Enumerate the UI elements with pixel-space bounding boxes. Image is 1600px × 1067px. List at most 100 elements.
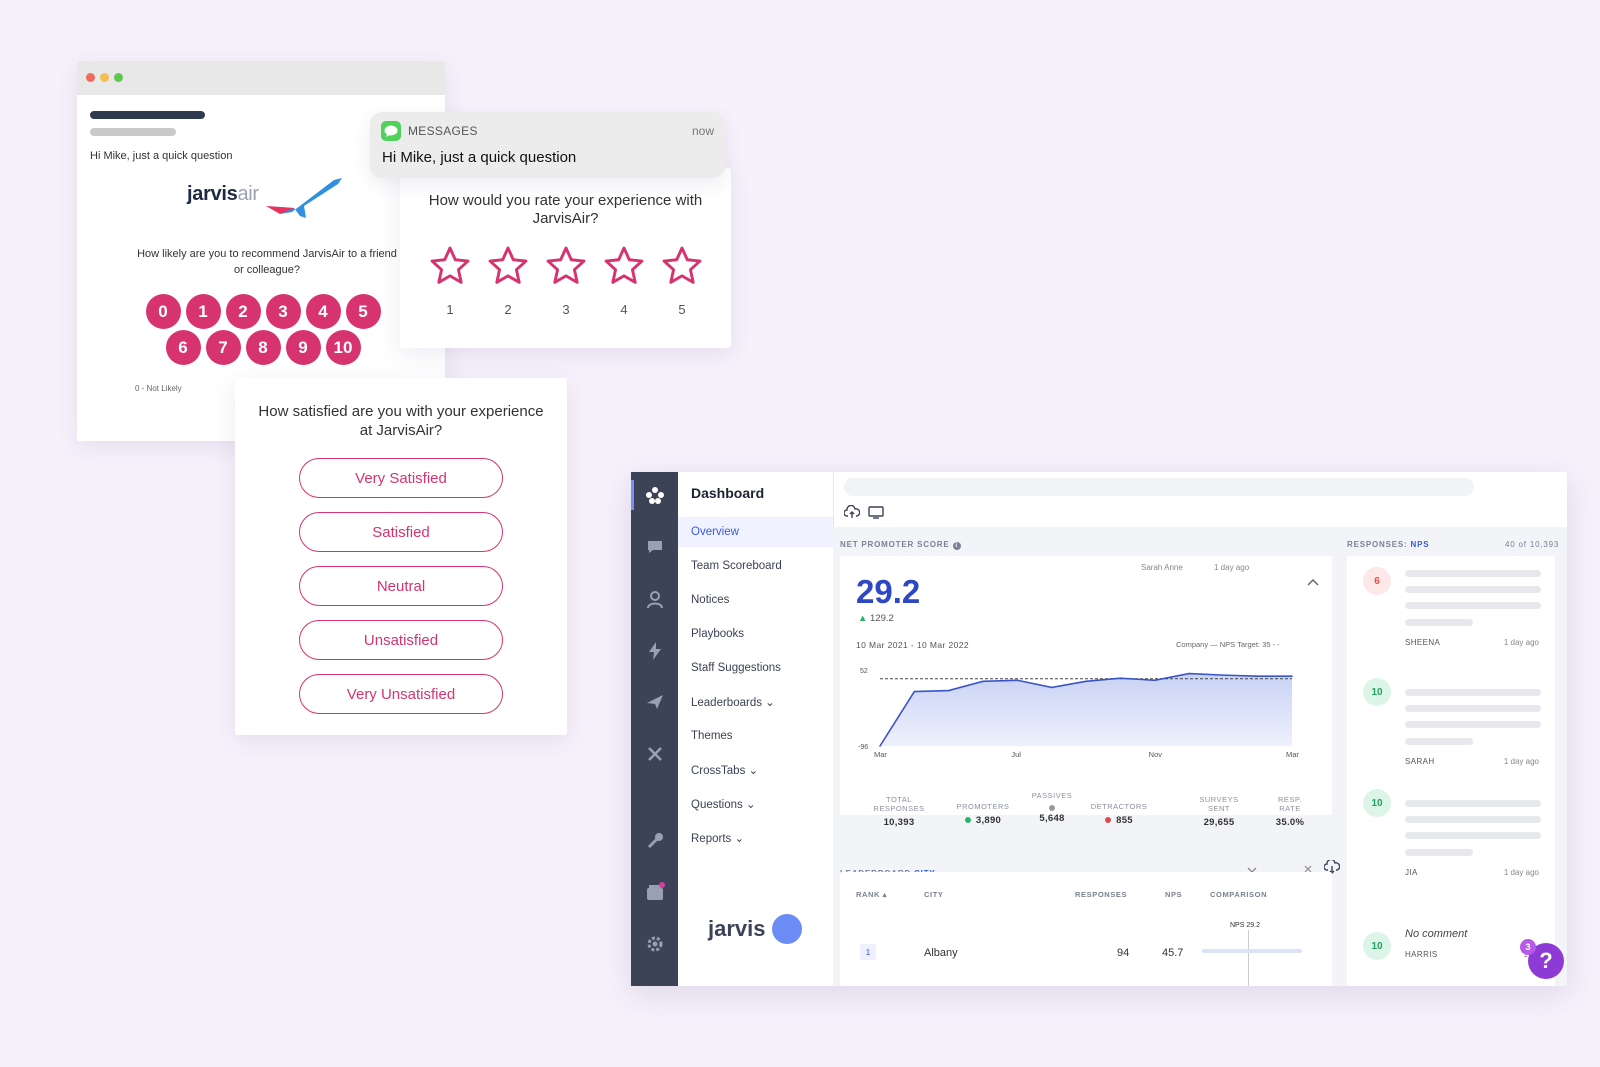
nav-item-reports[interactable]: Reports ⌄: [691, 833, 745, 845]
nav-item-team-scoreboard[interactable]: Team Scoreboard: [691, 560, 782, 572]
star-option[interactable]: 1: [426, 244, 474, 317]
info-icon[interactable]: i: [952, 542, 961, 550]
comment-placeholder: [1405, 816, 1541, 823]
response-score-badge: 10: [1363, 932, 1391, 960]
response-name[interactable]: HARRIS: [1405, 950, 1438, 959]
chat-icon[interactable]: [643, 535, 666, 558]
cloud-download-icon[interactable]: [1324, 860, 1340, 874]
comment-placeholder: [1405, 705, 1541, 712]
col-comparison[interactable]: COMPARISON: [1210, 890, 1268, 899]
star-row: 1 2 3 4 5: [426, 244, 706, 317]
data-point: [1085, 680, 1087, 683]
pin-icon[interactable]: [1303, 864, 1313, 874]
option-satisfied[interactable]: Satisfied: [299, 512, 503, 552]
tools-icon[interactable]: [643, 742, 666, 765]
sender-placeholder: [90, 111, 205, 119]
star-option[interactable]: 5: [658, 244, 706, 317]
nav-item-themes[interactable]: Themes: [691, 730, 733, 742]
close-window-dot[interactable]: [86, 73, 95, 82]
col-nps[interactable]: NPS: [1165, 890, 1183, 899]
stat-passives: PASSIVES 5,648: [1031, 791, 1073, 824]
data-point: [982, 680, 984, 683]
satisfaction-card: How satisfied are you with your experien…: [235, 378, 567, 735]
response-name[interactable]: JIA: [1405, 868, 1418, 877]
star-option[interactable]: 3: [542, 244, 590, 317]
nav-title: Dashboard: [691, 485, 765, 501]
row-responses: 94: [1117, 947, 1130, 959]
store-icon[interactable]: [643, 880, 666, 903]
nps-score-option[interactable]: 4: [305, 294, 341, 329]
nav-item-playbooks[interactable]: Playbooks: [691, 628, 745, 640]
option-unsatisfied[interactable]: Unsatisfied: [299, 620, 503, 660]
nps-score-option[interactable]: 8: [245, 330, 281, 365]
nps-trend-chart: 52 -96 Mar Jul Nov Mar: [858, 668, 1299, 759]
monitor-icon[interactable]: [868, 505, 884, 519]
subject-placeholder: [90, 128, 176, 136]
data-point: [1016, 679, 1019, 682]
response-name[interactable]: SARAH: [1405, 757, 1435, 766]
row-city[interactable]: Albany: [924, 947, 958, 959]
stat-surveys-sent: SURVEYS SENT 29,655: [1199, 795, 1239, 828]
logo-icon[interactable]: [643, 484, 666, 507]
help-button[interactable]: ? 3: [1520, 939, 1564, 979]
settings-icon[interactable]: [643, 932, 666, 955]
lightning-icon[interactable]: [643, 639, 666, 662]
option-very-unsatisfied[interactable]: Very Unsatisfied: [299, 674, 503, 714]
data-point: [1050, 686, 1053, 689]
nps-score-option[interactable]: 2: [225, 294, 261, 329]
star-icon: [662, 246, 702, 284]
option-very-satisfied[interactable]: Very Satisfied: [299, 458, 503, 498]
col-city[interactable]: CITY: [924, 890, 944, 899]
nps-score-option[interactable]: 1: [185, 294, 221, 329]
nps-score-option[interactable]: 9: [285, 330, 321, 365]
comment-placeholder: [1405, 800, 1541, 807]
comment-placeholder: [1405, 721, 1541, 728]
promoter-dot-icon: [964, 817, 971, 824]
chevron-up-icon[interactable]: [1307, 578, 1319, 586]
col-responses[interactable]: RESPONSES: [1075, 890, 1128, 899]
send-icon[interactable]: [643, 690, 666, 713]
comment-placeholder: [1405, 602, 1541, 609]
nps-score-option[interactable]: 10: [325, 330, 361, 365]
col-rank[interactable]: RANK ▴: [856, 890, 888, 899]
search-input[interactable]: [844, 478, 1474, 496]
nav-item-staff-suggestions[interactable]: Staff Suggestions: [691, 662, 781, 674]
data-point: [1188, 672, 1190, 675]
star-label: 5: [678, 302, 686, 317]
cloud-upload-icon[interactable]: [844, 505, 860, 519]
nav-item-notices[interactable]: Notices: [691, 594, 730, 606]
notification-time: now: [691, 124, 714, 138]
nps-score-option[interactable]: 3: [265, 294, 301, 329]
stat-total-responses: TOTAL RESPONSES 10,393: [873, 795, 925, 828]
user-icon[interactable]: [643, 588, 666, 611]
response-time: 1 day ago: [1503, 757, 1539, 766]
nav-item-overview[interactable]: Overview: [678, 517, 833, 547]
stat-detractors: DETRACTORS 855: [1090, 802, 1148, 826]
satisfaction-question: How satisfied are you with your experien…: [258, 403, 544, 439]
maximize-window-dot[interactable]: [114, 73, 123, 82]
nps-score-option[interactable]: 0: [145, 294, 181, 329]
nav-item-questions[interactable]: Questions ⌄: [691, 799, 756, 811]
x-tick-label: Nov: [1149, 750, 1163, 759]
up-arrow-icon: ▲: [858, 613, 868, 624]
x-tick-label: Mar: [1286, 750, 1299, 759]
help-notification-count: 3: [1520, 939, 1536, 955]
nps-score-option[interactable]: 6: [165, 330, 201, 365]
wrench-icon[interactable]: [643, 829, 666, 852]
nav-item-leaderboards[interactable]: Leaderboards ⌄: [691, 697, 775, 709]
nps-score-option[interactable]: 7: [205, 330, 241, 365]
response-name[interactable]: SHEENA: [1405, 638, 1441, 647]
responses-count: 40 of 10,393: [1505, 540, 1560, 549]
message-notification[interactable]: MESSAGES now Hi Mike, just a quick quest…: [370, 112, 725, 178]
minimize-window-dot[interactable]: [100, 73, 109, 82]
nav-item-crosstabs[interactable]: CrossTabs ⌄: [691, 765, 759, 777]
nps-score-option[interactable]: 5: [345, 294, 381, 329]
response-score-badge: 6: [1363, 567, 1391, 595]
nps-reference: NPS 29.2: [1230, 922, 1260, 929]
data-point: [879, 745, 881, 747]
option-neutral[interactable]: Neutral: [299, 566, 503, 606]
star-option[interactable]: 2: [484, 244, 532, 317]
airplane-icon: [266, 178, 342, 218]
detractor-dot-icon: [1105, 817, 1112, 824]
star-option[interactable]: 4: [600, 244, 648, 317]
